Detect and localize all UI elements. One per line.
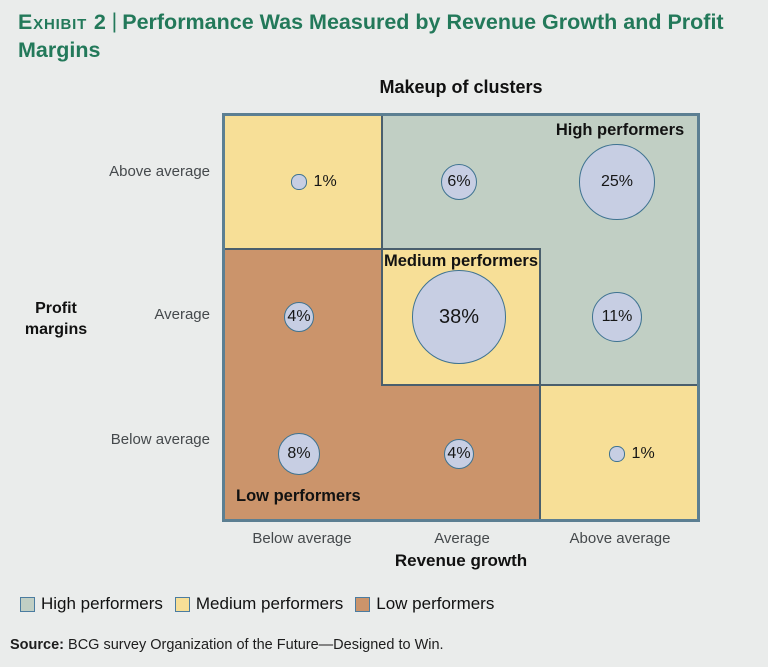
legend-item-high-performers: High performers xyxy=(20,594,163,614)
plot-area: High performers Medium performers Low pe… xyxy=(222,113,700,522)
y-tick-average: Average xyxy=(154,306,210,323)
x-axis-title: Revenue growth xyxy=(394,551,528,570)
bubble-value-label: 4% xyxy=(447,445,471,462)
legend: High performers Medium performers Low pe… xyxy=(20,594,494,614)
bubble xyxy=(443,438,475,470)
x-tick-above-average: Above average xyxy=(569,530,671,547)
legend-item-low-performers: Low performers xyxy=(355,594,494,614)
bubble-layer: 1% 6% 25% 4% 38% 11% 8% 4% 1% xyxy=(222,113,700,522)
legend-swatch-low-performers xyxy=(355,596,371,612)
legend-swatch-medium-performers xyxy=(174,596,190,612)
x-tick-below-average: Below average xyxy=(252,530,352,547)
bubble xyxy=(277,432,321,476)
bubble xyxy=(283,301,315,333)
y-tick-above-average: Above average xyxy=(109,163,210,180)
exhibit-title: Exhibit 2 | Performance Was Measured by Re… xyxy=(18,8,740,64)
exhibit-label: Exhibit 2 xyxy=(18,10,107,34)
plot-outer-border xyxy=(222,113,700,522)
legend-label-low-performers: Low performers xyxy=(376,594,495,613)
bubble-value-label: 1% xyxy=(631,445,655,462)
bubble xyxy=(291,174,307,190)
legend-label-medium-performers: Medium performers xyxy=(195,594,344,613)
bubble-value-label: 8% xyxy=(287,445,311,462)
bubble xyxy=(609,446,625,462)
source-note: Source: BCG survey Organization of the F… xyxy=(10,637,444,653)
y-axis-title: Profit margins xyxy=(24,300,88,338)
region-label-high-performers: High performers xyxy=(555,121,685,139)
legend-item-medium-performers: Medium performers xyxy=(174,594,344,614)
exhibit-separator: | xyxy=(111,9,118,33)
source-text: BCG survey Organization of the Future—De… xyxy=(68,637,444,653)
bubble xyxy=(440,163,478,201)
bubble-value-label: 6% xyxy=(447,173,471,190)
region-label-medium-performers: Medium performers xyxy=(383,252,539,270)
y-tick-below-average: Below average xyxy=(110,431,210,448)
bubble xyxy=(579,144,655,220)
bubble-value-label: 25% xyxy=(600,173,634,190)
chart-title: Makeup of clusters xyxy=(379,77,543,97)
bubble xyxy=(591,291,643,343)
exhibit-title-text: Performance Was Measured by Revenue Grow… xyxy=(18,10,724,62)
region-label-low-performers: Low performers xyxy=(236,487,361,505)
source-prefix: Source: xyxy=(10,637,64,653)
bubble xyxy=(412,270,506,364)
bubble-value-label: 4% xyxy=(287,308,311,325)
x-tick-average: Average xyxy=(434,530,490,547)
bubble-value-label: 1% xyxy=(313,173,337,190)
legend-label-high-performers: High performers xyxy=(41,594,163,613)
bubble-value-label: 11% xyxy=(601,308,633,325)
bubble-value-label: 38% xyxy=(438,306,479,328)
legend-swatch-high-performers xyxy=(20,596,35,612)
